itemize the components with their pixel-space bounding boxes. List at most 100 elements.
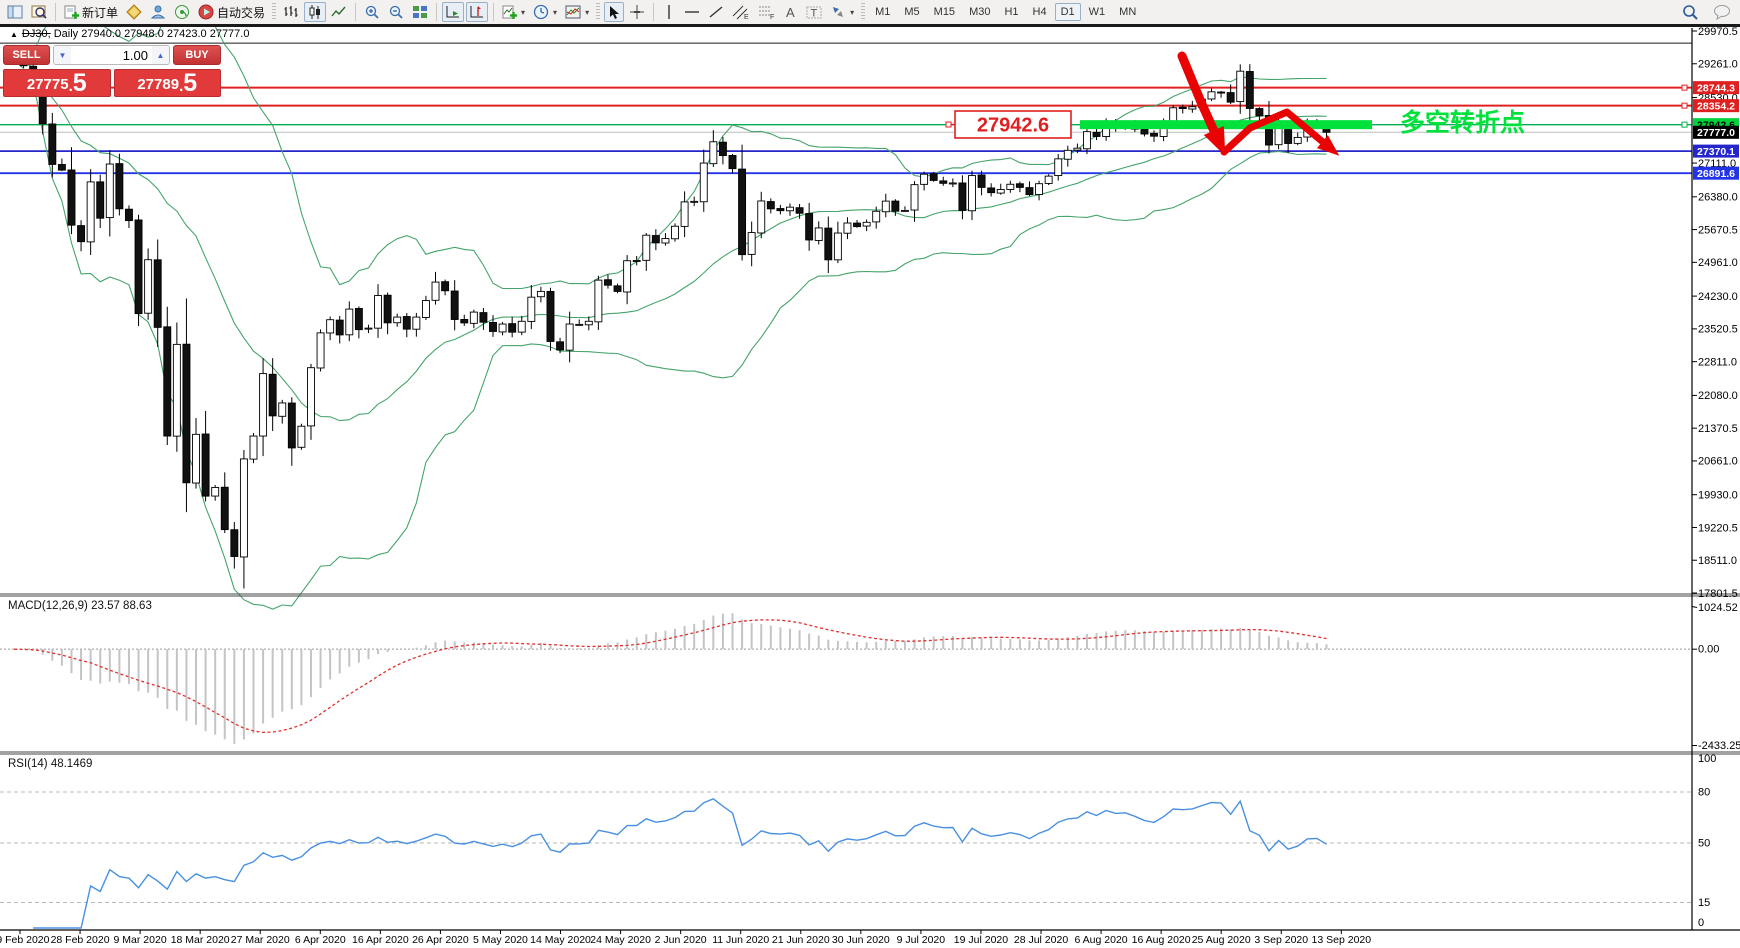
volume-increase-button[interactable]: ▲ (152, 46, 169, 64)
date-axis-label: 9 Jul 2020 (897, 934, 946, 946)
sell-price-display[interactable]: 27775. 5 (3, 69, 111, 97)
tab-timeframe-m1[interactable]: M1 (875, 6, 891, 18)
sell-price-main: 27775 (26, 76, 69, 93)
rsi-axis-tick: 100 (1698, 753, 1716, 765)
volume-input[interactable]: 1.00 (122, 47, 148, 63)
templates-button[interactable]: ▾ (562, 2, 592, 22)
fibonacci-icon[interactable]: F (755, 2, 779, 22)
buy-price-display[interactable]: 27789. 5 (113, 69, 221, 97)
buy-price-main: 27789 (137, 76, 180, 93)
community-icon[interactable] (147, 2, 169, 22)
date-axis-label: 13 Sep 2020 (1312, 934, 1372, 946)
text-label-icon[interactable]: T (803, 2, 825, 22)
date-axis-label: 11 Jun 2020 (712, 934, 769, 946)
horizontal-levels-layer (0, 42, 1692, 175)
price-axis-tick: 22080.0 (1698, 390, 1738, 402)
zoom-in-icon[interactable] (361, 2, 383, 22)
tab-timeframe-m30[interactable]: M30 (969, 6, 991, 18)
bar-chart-icon[interactable] (280, 2, 302, 22)
price-axis-tick: 29970.5 (1698, 27, 1738, 38)
date-axis-label: 19 Feb 2020 (0, 934, 50, 946)
text-icon[interactable]: A (781, 2, 801, 22)
autotrading-button[interactable]: 自动交易 (195, 2, 268, 22)
indicators-button[interactable]: ▾ (499, 2, 528, 22)
date-axis-label: 9 Mar 2020 (114, 934, 167, 946)
date-axis-label: 2 Jun 2020 (655, 934, 707, 946)
volume-decrease-button[interactable]: ▼ (54, 46, 71, 64)
date-axis-label: 6 Apr 2020 (295, 934, 346, 946)
candlestick-chart-icon[interactable] (304, 2, 327, 22)
auto-scroll-icon[interactable] (442, 2, 465, 22)
bollinger-bands-layer (13, 27, 1327, 610)
svg-text:F: F (770, 14, 774, 20)
chart-shift-icon[interactable] (466, 2, 489, 22)
rsi-pane: 100 80 50 15 0 (0, 753, 1716, 929)
price-and-time-axis[interactable]: 29970.529261.028530.027111.026380.025670… (0, 27, 1738, 946)
new-order-label: 新订单 (82, 5, 119, 20)
tab-timeframe-m15[interactable]: M15 (933, 6, 956, 18)
chat-icon[interactable] (1710, 2, 1734, 22)
candles-layer (10, 48, 1331, 589)
buy-price-pip: 5 (183, 69, 198, 97)
signals-icon[interactable] (171, 2, 193, 22)
price-axis-tick: 18511.0 (1698, 555, 1737, 567)
price-level-badge: 28354.2 (1697, 100, 1735, 112)
svg-text:E: E (744, 14, 749, 20)
price-axis-tick: 29261.0 (1698, 59, 1738, 71)
date-axis-label: 21 Jun 2020 (772, 934, 830, 946)
tab-timeframe-m5[interactable]: M5 (904, 6, 920, 18)
price-axis-tick: 25670.5 (1698, 224, 1738, 236)
one-click-trade-panel: SELL ▼ 1.00 ▲ BUY 27775. 5 27789. 5 (3, 45, 221, 97)
drawing-annotations-layer[interactable] (1177, 51, 1340, 157)
tab-timeframe-h4[interactable]: H4 (1032, 6, 1047, 18)
charts-panel-icon[interactable] (4, 2, 26, 22)
buy-button[interactable]: BUY (173, 45, 221, 65)
equidistant-channel-icon[interactable]: E (729, 2, 753, 22)
date-axis-label: 6 Aug 2020 (1075, 934, 1128, 946)
price-callout[interactable]: 27942.6 (945, 110, 1072, 139)
navigator-icon[interactable] (28, 2, 50, 22)
tab-timeframe-h1[interactable]: H1 (1004, 6, 1019, 18)
date-axis-label: 5 May 2020 (473, 934, 528, 946)
pane-separators (0, 28, 1740, 931)
chart-period: Daily (53, 28, 79, 40)
toolbar: 新订单 自动交易 ▾ (0, 0, 1740, 24)
search-icon[interactable] (1679, 2, 1702, 22)
tab-timeframe-mn[interactable]: MN (1119, 6, 1137, 18)
toolbar-border (0, 24, 1740, 27)
trendline-icon[interactable] (705, 2, 727, 22)
symbol-marker-icon: ▲ (10, 30, 18, 39)
tab-timeframe-w1[interactable]: W1 (1088, 6, 1106, 18)
sell-price-dot: . (68, 78, 73, 95)
sell-button[interactable]: SELL (3, 45, 50, 65)
volume-stepper: ▼ 1.00 ▲ (53, 45, 170, 65)
vertical-line-icon[interactable] (659, 2, 679, 22)
rsi-indicator-label: RSI(14) 48.1469 (8, 758, 92, 770)
cn-annotation-text[interactable]: 多空转折点 (1400, 108, 1525, 137)
arrows-button[interactable]: ▾ (827, 2, 857, 22)
sell-price-pip: 5 (72, 69, 87, 97)
line-chart-icon[interactable] (328, 2, 350, 22)
horizontal-line-icon[interactable] (681, 2, 703, 22)
price-chart[interactable]: 29970.529261.028530.027111.026380.025670… (0, 27, 1740, 948)
ohlc-values: 27940.0 27948.0 27423.0 27777.0 (81, 28, 250, 40)
price-level-badge: 28744.3 (1697, 82, 1735, 94)
price-axis-tick: 20661.0 (1698, 456, 1738, 468)
zoom-out-icon[interactable] (385, 2, 407, 22)
market-icon[interactable] (123, 2, 145, 22)
crosshair-icon[interactable] (626, 2, 648, 22)
price-axis-tick: 22811.0 (1698, 356, 1737, 368)
date-axis-label: 30 Jun 2020 (832, 934, 890, 946)
cursor-icon[interactable] (604, 2, 625, 22)
date-axis-label: 25 Aug 2020 (1192, 934, 1251, 946)
tab-timeframe-d1[interactable]: D1 (1054, 3, 1081, 21)
price-level-badge: 27777.0 (1697, 127, 1735, 139)
green-band-annotation[interactable] (1080, 84, 1688, 130)
price-axis-tick: 19220.5 (1698, 522, 1738, 534)
periods-button[interactable]: ▾ (530, 2, 560, 22)
chart-ohlc-title: ▲ DJ30, Daily 27940.0 27948.0 27423.0 277… (10, 28, 249, 40)
price-callout-text: 27942.6 (977, 115, 1049, 137)
tile-windows-icon[interactable] (409, 2, 431, 22)
new-order-button[interactable]: 新订单 (61, 2, 121, 22)
